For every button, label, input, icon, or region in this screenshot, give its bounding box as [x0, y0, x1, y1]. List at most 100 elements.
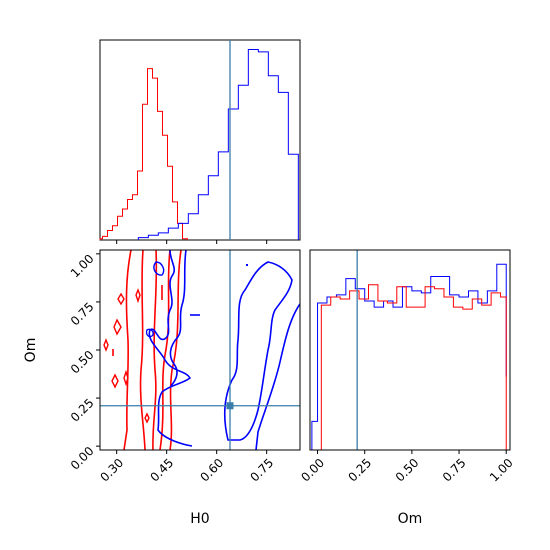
h0-hist-bar-blue-12 [258, 52, 268, 240]
om-hist-bar-red-5 [359, 299, 368, 450]
red-contour-island-4 [111, 373, 119, 389]
om-hist-bar-blue-0 [312, 421, 318, 450]
blue-contour-island-2 [145, 328, 154, 338]
h0-hist-bar-red-4 [118, 216, 123, 240]
om-hist-bar-red-13 [435, 289, 444, 450]
h0-xtick-label-2: 0.60 [197, 456, 226, 485]
om-hist-bar-blue-14 [440, 277, 449, 450]
om-hist-bar-red-19 [491, 293, 500, 450]
red-contour-inner-left [139, 249, 146, 451]
h0-xtick-label-1: 0.45 [147, 456, 176, 485]
om-ytick-label-2: 0.50 [68, 348, 97, 377]
om-hist-bar-red-10 [406, 307, 415, 450]
h0-hist-step-red [99, 68, 188, 240]
h0-hist-bar-red-6 [128, 200, 133, 240]
om-hist-step-blue [311, 263, 507, 450]
om-hist-bar-blue-6 [365, 301, 374, 450]
om-hist-bar-blue-7 [374, 307, 383, 450]
red-contour-outer-left [123, 249, 132, 451]
h0-hist-bar-red-10 [148, 69, 153, 240]
om-hist-bar-red-7 [378, 301, 387, 450]
h0-hist-bar-blue-1 [148, 235, 158, 240]
h0-hist-bar-red-2 [108, 230, 113, 240]
om-hist-bar-blue-18 [478, 303, 487, 450]
h0-hist-bar-blue-3 [168, 228, 178, 240]
om-hist-bar-red-1 [321, 305, 330, 450]
red-contour-outer-right [169, 249, 182, 451]
om-hist-bar-red-2 [331, 297, 340, 450]
om-hist-bar-blue-20 [497, 264, 506, 450]
h0-histogram-frame [99, 39, 301, 241]
h0-hist-bar-blue-2 [158, 233, 168, 240]
h0-hist-bar-blue-13 [268, 76, 278, 240]
h0-hist-step-blue [137, 49, 299, 240]
om-hist-xtick-label-3: 0.75 [440, 456, 469, 485]
om-hist-xtick-label-0: 0.00 [298, 456, 327, 485]
om-hist-bar-blue-19 [487, 291, 496, 450]
om-hist-bar-blue-4 [346, 279, 355, 450]
h0-hist-bar-blue-11 [248, 50, 258, 240]
om-hist-xtick-label-1: 0.25 [346, 456, 375, 485]
om-hist-bar-blue-2 [327, 297, 336, 450]
om-ytick-label-4: 1.00 [68, 252, 97, 281]
om-hist-bar-blue-16 [459, 297, 468, 450]
h0-hist-bar-red-1 [103, 236, 108, 240]
om-hist-bar-blue-13 [431, 277, 440, 450]
om-hist-bar-red-16 [463, 309, 472, 450]
h0-hist-bar-blue-15 [288, 154, 298, 240]
h0-hist-bar-red-5 [123, 209, 128, 240]
h0-hist-bar-red-15 [173, 202, 178, 240]
red-contour-inner-right [159, 249, 171, 451]
blue-contour-main [223, 261, 293, 441]
om-hist-bar-red-9 [397, 287, 406, 450]
h0-hist-bar-blue-7 [208, 176, 218, 240]
blue-contour-inner-tongue [169, 249, 187, 387]
om-histogram-panel: 0.00 0.25 0.50 0.75 1.00 Om [298, 249, 516, 527]
om-hist-bar-blue-12 [421, 293, 430, 450]
h0-hist-bar-red-12 [158, 111, 163, 240]
om-hist-bar-red-14 [444, 297, 453, 450]
h0-hist-bar-blue-10 [238, 85, 248, 240]
blue-contour-island-1 [153, 261, 165, 276]
om-hist-bar-red-12 [425, 287, 434, 450]
om-hist-bar-red-11 [416, 307, 425, 450]
red-contour-island-2 [113, 318, 122, 336]
red-contour-island-6 [123, 369, 129, 387]
om-hist-bar-blue-15 [450, 295, 459, 450]
h0-axis-label: H0 [190, 511, 209, 527]
om-hist-xtick-label-2: 0.50 [393, 456, 422, 485]
om-hist-bar-red-17 [472, 299, 481, 450]
red-contour-island-7 [144, 412, 150, 424]
h0-hist-bar-red-11 [153, 78, 158, 240]
h0-xtick-label-3: 0.75 [247, 456, 276, 485]
h0-hist-bar-red-7 [133, 195, 138, 240]
h0-hist-bar-blue-5 [188, 214, 198, 240]
red-contour-island-3 [103, 338, 109, 352]
om-hist-bar-blue-17 [468, 291, 477, 450]
om-hist-bar-blue-3 [336, 295, 345, 450]
om-hist-bar-blue-1 [318, 303, 327, 450]
blue-contour-right-arc [255, 303, 301, 451]
blue-contour-left-tongue [148, 249, 193, 447]
om-hist-bar-blue-10 [402, 287, 411, 450]
h0-hist-bar-blue-4 [178, 223, 188, 240]
om-hist-bar-red-6 [368, 285, 377, 450]
om-hist-step-red [317, 284, 507, 451]
om-ytick-label-3: 0.75 [68, 300, 97, 329]
h0-hist-bar-blue-6 [198, 195, 208, 240]
h0-om-truth-marker [226, 402, 234, 410]
h0-xtick-label-0: 0.30 [97, 456, 126, 485]
om-ytick-label-0: 0.00 [68, 444, 97, 473]
h0-om-contour-frame [99, 249, 301, 451]
om-histogram-axis-label: Om [398, 511, 423, 527]
red-contour-ridge [152, 249, 158, 451]
om-hist-bar-blue-8 [384, 301, 393, 450]
h0-hist-bar-red-13 [163, 135, 168, 240]
red-contour-island-1 [117, 292, 125, 306]
om-hist-bar-red-18 [482, 305, 491, 450]
om-histogram-frame [309, 249, 511, 451]
om-hist-bar-red-15 [453, 307, 462, 450]
h0-hist-bar-blue-8 [218, 152, 228, 240]
om-hist-xtick-label-4: 1.00 [487, 456, 516, 485]
